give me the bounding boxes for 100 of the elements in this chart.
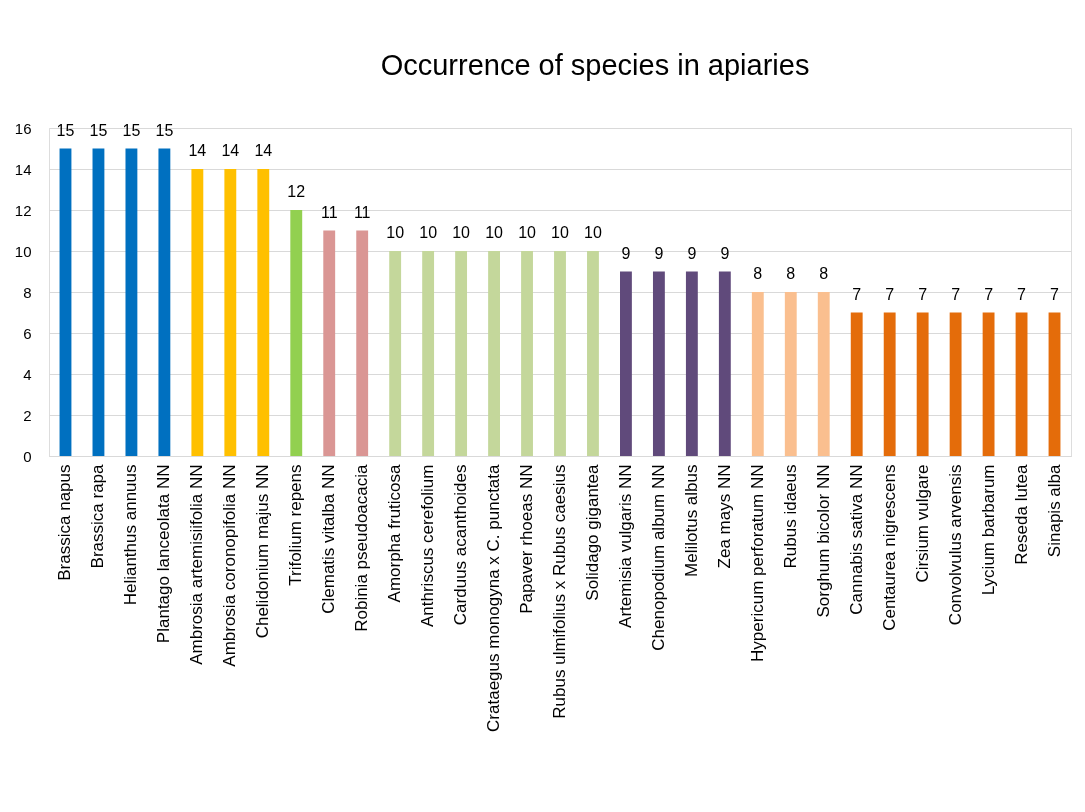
data-label: 9 xyxy=(720,244,730,262)
x-tick-label: Helianthus annuus xyxy=(121,464,141,606)
bar xyxy=(521,251,533,456)
bar xyxy=(685,271,698,456)
y-tick-label: 16 xyxy=(14,119,32,137)
x-tick-label: Chelidonium majus NN xyxy=(253,464,273,639)
bar xyxy=(652,271,665,456)
bar xyxy=(620,271,632,456)
data-label: 8 xyxy=(786,265,796,282)
bar xyxy=(224,169,237,456)
bar xyxy=(784,292,797,456)
x-tick-label: Convolvulus arvensis xyxy=(945,464,965,626)
x-tick-label: Lycium barbarum xyxy=(978,464,998,596)
bar xyxy=(718,271,731,456)
x-tick-label: Centaurea nigrescens xyxy=(879,464,899,631)
bar xyxy=(982,312,995,456)
x-tick-label: Brassica napus xyxy=(55,464,75,581)
data-label: 11 xyxy=(320,203,338,221)
x-tick-label: Anthriscus cerefolium xyxy=(418,464,438,628)
x-tick-label: Cannabis sativa NN xyxy=(846,464,866,615)
x-tick-label: Ambrosia artemisiifolia NN xyxy=(187,464,207,665)
x-tick-label: Sorghum bicolor NN xyxy=(813,464,833,618)
data-label: 8 xyxy=(753,265,763,282)
x-tick-label: Sinapis alba xyxy=(1044,463,1064,558)
x-tick-label: Amorpha fruticosa xyxy=(385,463,405,603)
y-tick-label: 12 xyxy=(14,201,32,219)
x-tick-label: Cirsium vulgare xyxy=(912,464,932,583)
x-tick-label: Rubus ulmifolius x Rubus caesius xyxy=(550,464,569,719)
data-label: 7 xyxy=(984,285,994,303)
x-tick-label: Chenopodium album NN xyxy=(648,464,668,651)
bar xyxy=(817,292,830,456)
data-label: 15 xyxy=(122,121,141,139)
data-label: 7 xyxy=(1050,285,1060,303)
data-label: 10 xyxy=(386,224,405,241)
data-label: 7 xyxy=(852,285,862,303)
bar xyxy=(949,312,962,456)
x-tick-label: Solidago gigantea xyxy=(582,463,602,601)
data-label: 7 xyxy=(918,285,928,303)
x-tick-label: Zea mays NN xyxy=(714,464,734,569)
data-label: 10 xyxy=(551,224,569,241)
x-tick-label: Ambrosia coronopifolia NN xyxy=(220,464,240,667)
data-label: 10 xyxy=(485,224,504,241)
chart-title: Occurrence of species in apiaries xyxy=(380,49,810,81)
data-label: 9 xyxy=(654,244,664,262)
x-tick-label: Clematis vitalba NN xyxy=(319,464,339,614)
data-label: 11 xyxy=(353,203,371,221)
bar xyxy=(125,148,138,456)
y-tick-label: 14 xyxy=(14,160,32,178)
y-tick-label: 10 xyxy=(14,242,32,260)
bar xyxy=(587,251,599,456)
bar xyxy=(290,210,303,456)
bar xyxy=(883,312,896,456)
y-tick-label: 0 xyxy=(23,447,32,465)
data-label: 15 xyxy=(56,121,75,139)
data-label: 7 xyxy=(885,285,895,303)
y-tick-label: 4 xyxy=(23,365,32,383)
data-label: 15 xyxy=(89,121,108,139)
x-tick-label: Trifolium repens xyxy=(286,464,306,586)
bar xyxy=(389,251,402,456)
x-tick-label: Melilotus albus xyxy=(681,464,701,577)
data-label: 10 xyxy=(419,224,438,241)
bar xyxy=(455,251,468,456)
bar xyxy=(356,230,369,456)
x-tick-label: Rubus idaeus xyxy=(780,464,800,569)
data-label: 7 xyxy=(951,285,961,303)
bar xyxy=(1015,312,1028,456)
x-tick-label: Brassica rapa xyxy=(88,463,108,569)
y-tick-label: 6 xyxy=(23,324,32,342)
x-tick-label: Reseda lutea xyxy=(1011,463,1031,565)
x-tick-label: Plantago lanceolata NN xyxy=(154,464,174,644)
data-label: 14 xyxy=(188,142,207,159)
bar xyxy=(59,148,72,456)
bar xyxy=(323,230,336,456)
x-tick-label: Carduus acanthoides xyxy=(451,464,471,626)
bar xyxy=(191,169,204,456)
bar xyxy=(488,251,500,456)
y-tick-label: 8 xyxy=(23,283,32,301)
x-tick-label: Papaver rhoeas NN xyxy=(517,464,537,614)
bar xyxy=(554,251,566,456)
bar xyxy=(158,148,171,456)
x-tick-label: Hypericum perforatum NN xyxy=(747,464,767,662)
data-label: 9 xyxy=(621,244,631,262)
x-tick-label: Robinia pseudoacacia xyxy=(352,463,372,632)
data-label: 10 xyxy=(452,224,471,241)
bar xyxy=(916,312,929,456)
bar xyxy=(850,312,863,456)
data-label: 14 xyxy=(254,142,273,159)
data-label: 14 xyxy=(221,142,240,159)
data-label: 15 xyxy=(155,121,174,139)
x-tick-label: Artemisia vulgaris NN xyxy=(615,464,635,628)
data-label: 10 xyxy=(518,224,537,241)
data-label: 7 xyxy=(1017,285,1027,303)
bar xyxy=(751,292,764,456)
data-label: 12 xyxy=(287,183,306,200)
bar xyxy=(422,251,435,456)
y-tick-label: 2 xyxy=(23,406,32,424)
data-label: 10 xyxy=(584,224,602,241)
x-tick-label: Crataegus monogyna x C. punctata xyxy=(484,463,504,732)
bar xyxy=(92,148,105,456)
data-label: 9 xyxy=(687,244,697,262)
